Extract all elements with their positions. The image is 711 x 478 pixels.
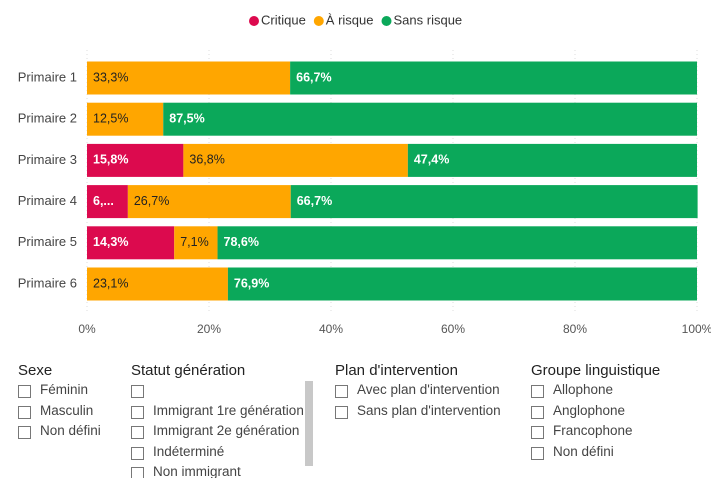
x-tick-label: 40%	[319, 322, 343, 336]
legend-dot	[381, 16, 392, 26]
slicer-item[interactable]: Indéterminé	[153, 443, 225, 459]
y-tick-label: Primaire 3	[18, 152, 77, 167]
data-label: 78,6%	[224, 235, 259, 249]
data-label: 33,3%	[93, 70, 128, 84]
data-label: 26,7%	[134, 194, 169, 208]
slicer-item[interactable]: Immigrant 1re génération	[153, 402, 304, 418]
data-label: 66,7%	[297, 194, 332, 208]
checkbox[interactable]	[18, 426, 31, 439]
chart: 0% 20% 40% 60% 80% 100% Critique À risque Sans r…	[18, 12, 711, 336]
x-tick-label: 20%	[197, 322, 221, 336]
slicer-item[interactable]: Anglophone	[553, 402, 626, 418]
legend-dot	[249, 16, 259, 26]
data-label: 23,1%	[93, 276, 128, 290]
slicer-title: Statut génération	[131, 362, 246, 379]
data-label: 7,1%	[180, 235, 209, 249]
bar-segment	[407, 143, 697, 177]
bar-segment	[217, 226, 698, 260]
data-label: 14,3%	[93, 235, 128, 249]
checkbox[interactable]	[335, 405, 348, 419]
data-label: 87,5%	[169, 111, 204, 125]
bar-segment	[87, 102, 164, 136]
bar-segment	[87, 185, 128, 219]
checkbox[interactable]	[131, 405, 144, 419]
x-tick-label: 60%	[441, 322, 465, 336]
bar-segment	[183, 143, 408, 177]
x-tick-label: 80%	[563, 322, 587, 336]
slicer-item[interactable]: Francophone	[553, 423, 633, 438]
checkbox[interactable]	[531, 385, 544, 398]
slicer-item[interactable]: Féminin	[40, 382, 89, 397]
legend-label: Sans risque	[394, 12, 463, 27]
y-tick-label: Primaire 2	[18, 111, 77, 126]
bar-segment	[87, 143, 184, 177]
slicer-item[interactable]: Avec plan d'intervention	[357, 382, 500, 397]
y-tick-label: Primaire 1	[18, 69, 77, 84]
y-tick-label: Primaire 6	[18, 275, 77, 290]
bar-segment	[290, 185, 698, 219]
slicer-title: Groupe linguistique	[531, 362, 661, 379]
slicer-item[interactable]: Non immigrant	[153, 464, 241, 478]
slicer-title: Plan d'intervention	[335, 362, 458, 379]
data-label: 36,8%	[189, 153, 224, 167]
slicer-item[interactable]: Non défini	[553, 443, 614, 459]
data-label: 66,7%	[296, 70, 331, 84]
data-label: 6,...	[93, 194, 114, 208]
bar-segment	[127, 185, 291, 219]
slicer-item[interactable]: Non défini	[40, 423, 101, 438]
legend-label: Critique	[261, 12, 306, 27]
slicer-item[interactable]: Immigrant 2e génération	[153, 423, 300, 438]
data-label: 15,8%	[93, 153, 128, 167]
legend-dot	[313, 16, 324, 26]
bar-segment	[87, 226, 175, 260]
checkbox[interactable]	[18, 385, 31, 398]
y-tick-label: Primaire 4	[18, 193, 77, 208]
checkbox[interactable]	[131, 467, 144, 478]
checkbox[interactable]	[131, 446, 144, 460]
bar-segment	[87, 61, 291, 95]
legend-label: À risque	[326, 12, 374, 27]
x-tick-label: 100%	[682, 322, 711, 336]
slicer-item[interactable]: Allophone	[553, 382, 614, 397]
bar-segment	[227, 267, 697, 301]
bar-segment	[290, 61, 697, 95]
bar-segment	[163, 102, 697, 136]
checkbox[interactable]	[531, 426, 544, 439]
y-tick-label: Primaire 5	[18, 234, 77, 249]
checkbox[interactable]	[18, 405, 31, 419]
data-label: 12,5%	[93, 111, 128, 125]
checkbox[interactable]	[131, 426, 144, 439]
slicer-item[interactable]: Masculin	[40, 402, 94, 418]
bar-segment	[174, 226, 218, 260]
checkbox[interactable]	[131, 385, 144, 398]
checkbox[interactable]	[531, 446, 544, 460]
x-tick-label: 0%	[78, 322, 96, 336]
checkbox[interactable]	[531, 405, 544, 419]
slicer-item[interactable]: Sans plan d'intervention	[357, 402, 501, 418]
checkbox[interactable]	[335, 385, 348, 398]
scrollbar[interactable]	[305, 381, 313, 466]
data-label: 47,4%	[414, 153, 449, 167]
data-label: 76,9%	[234, 276, 269, 290]
slicer-title: Sexe	[18, 362, 53, 379]
bar-segment	[87, 267, 228, 301]
